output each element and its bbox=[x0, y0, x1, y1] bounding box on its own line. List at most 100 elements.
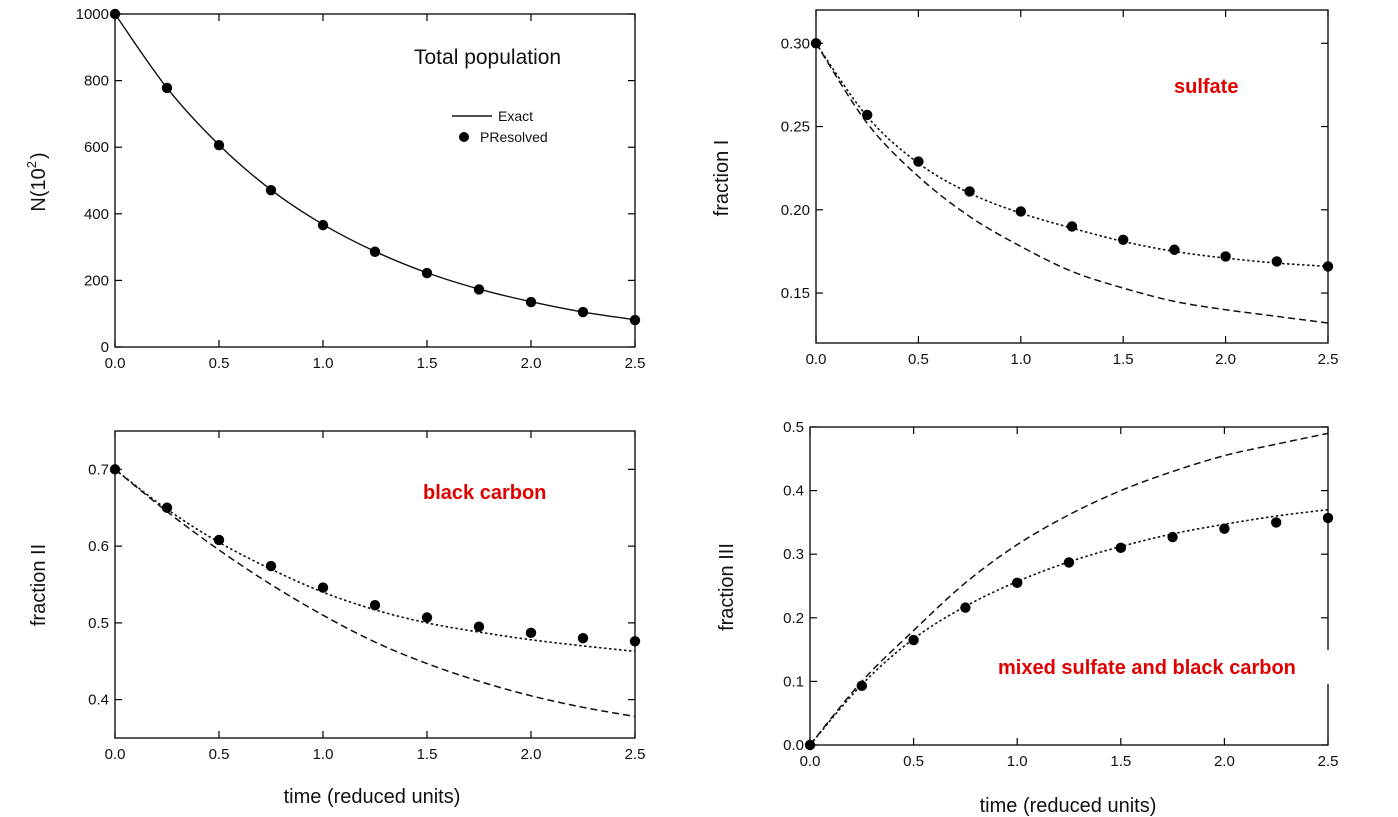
data-point-marker bbox=[1322, 512, 1334, 524]
data-point-marker bbox=[421, 612, 433, 623]
x-tick-label: 1.5 bbox=[1113, 351, 1134, 368]
x-tick-label: 0.0 bbox=[800, 753, 821, 770]
y-tick-label: 0.15 bbox=[781, 285, 810, 302]
y-tick-label: 0.2 bbox=[783, 610, 804, 627]
series-group bbox=[109, 464, 641, 718]
data-point-marker bbox=[629, 636, 641, 647]
data-point-marker bbox=[317, 582, 329, 593]
data-point-marker bbox=[629, 314, 641, 326]
y-axis-label: N(102) bbox=[24, 152, 50, 211]
x-tick-label: 2.5 bbox=[625, 746, 646, 763]
y-tick-labels: 0 200 400 600 800 1000 bbox=[76, 6, 109, 356]
legend-exact-label: Exact bbox=[498, 108, 533, 124]
series-line-dashed bbox=[114, 468, 636, 718]
data-point-marker bbox=[913, 156, 924, 167]
series-line-dotted bbox=[114, 468, 636, 653]
data-point-marker bbox=[473, 284, 485, 295]
series-group bbox=[109, 8, 641, 326]
annotation-mixed: mixed sulfate and black carbon bbox=[998, 657, 1296, 679]
x-tick-label: 1.5 bbox=[417, 355, 438, 372]
y-tick-label: 0.5 bbox=[783, 419, 804, 436]
x-tick-labels: 0.0 0.5 1.0 1.5 2.0 2.5 bbox=[806, 351, 1339, 368]
x-tick-label: 2.0 bbox=[521, 746, 542, 763]
data-point-marker bbox=[960, 602, 971, 613]
data-point-marker bbox=[369, 600, 381, 611]
x-tick-label: 0.0 bbox=[806, 351, 827, 368]
tick-marks bbox=[114, 431, 636, 738]
y-tick-label: 0.1 bbox=[783, 673, 804, 690]
data-point-marker bbox=[577, 306, 589, 318]
series-line-dotted bbox=[809, 508, 1329, 746]
legend-presolved-label: PResolved bbox=[480, 129, 548, 145]
x-tick-label: 0.0 bbox=[105, 355, 126, 372]
series-line-dotted bbox=[815, 42, 1329, 268]
x-tick-label: 2.5 bbox=[1318, 753, 1339, 770]
x-tick-label: 0.0 bbox=[105, 746, 126, 763]
y-tick-label: 0.25 bbox=[781, 119, 810, 136]
y-axis-label: fraction II bbox=[28, 544, 50, 626]
x-tick-label: 0.5 bbox=[903, 753, 924, 770]
plot-frame bbox=[815, 9, 1329, 344]
tick-marks bbox=[114, 13, 636, 348]
x-tick-labels: 0.0 0.5 1.0 1.5 2.0 2.5 bbox=[105, 746, 646, 763]
series-line-dashed bbox=[809, 432, 1329, 746]
x-tick-label: 2.0 bbox=[1215, 351, 1236, 368]
data-point-marker bbox=[421, 267, 433, 279]
x-tick-label: 0.5 bbox=[209, 746, 230, 763]
x-tick-label: 1.5 bbox=[1110, 753, 1131, 770]
data-point-marker bbox=[1066, 221, 1078, 232]
data-point-marker bbox=[1220, 251, 1231, 262]
y-tick-label: 0.20 bbox=[781, 202, 810, 219]
data-point-marker bbox=[265, 184, 277, 196]
plot-frame bbox=[114, 13, 636, 348]
data-point-marker bbox=[213, 140, 225, 151]
y-tick-labels: 0.4 0.5 0.6 0.7 bbox=[88, 461, 109, 708]
data-point-marker bbox=[473, 621, 485, 632]
data-point-marker bbox=[810, 38, 822, 49]
annotation-sulfate: sulfate bbox=[1174, 76, 1238, 98]
panel-fraction-one: 0.0 0.5 1.0 1.5 2.0 2.5 0.15 0.20 0.25 0.30 frac… bbox=[711, 9, 1339, 368]
data-point-marker bbox=[1063, 557, 1075, 568]
panel-fraction-two: 0.0 0.5 1.0 1.5 2.0 2.5 0.4 0.5 0.6 0.7 fraction… bbox=[28, 430, 646, 808]
y-axis-label: fraction I bbox=[711, 140, 733, 217]
annotation-backdrop bbox=[995, 650, 1395, 684]
data-point-marker bbox=[161, 502, 173, 513]
y-tick-label: 0.4 bbox=[88, 692, 109, 709]
plot-frame bbox=[114, 430, 636, 739]
panel-total-population: 0.0 0.5 1.0 1.5 2.0 2.5 0 200 400 600 800 1000 N(1… bbox=[24, 6, 645, 372]
data-point-marker bbox=[1322, 261, 1334, 272]
data-point-marker bbox=[525, 627, 537, 639]
data-point-marker bbox=[109, 8, 121, 20]
x-tick-label: 2.5 bbox=[1318, 351, 1339, 368]
plot-frame bbox=[809, 426, 1329, 746]
data-point-marker bbox=[1271, 517, 1282, 528]
x-tick-label: 0.5 bbox=[209, 355, 230, 372]
data-point-marker bbox=[109, 464, 121, 475]
data-point-marker bbox=[1115, 542, 1127, 554]
x-tick-label: 1.0 bbox=[1007, 753, 1028, 770]
data-point-marker bbox=[1219, 523, 1230, 534]
data-point-marker bbox=[1167, 531, 1178, 543]
y-tick-label: 0 bbox=[101, 339, 109, 356]
y-tick-label: 0.7 bbox=[88, 461, 109, 478]
data-point-marker bbox=[525, 296, 537, 308]
y-axis-label: fraction III bbox=[716, 543, 738, 631]
x-tick-label: 1.0 bbox=[313, 746, 334, 763]
x-axis-label: time (reduced units) bbox=[284, 786, 461, 808]
x-tick-label: 1.5 bbox=[417, 746, 438, 763]
y-tick-label: 200 bbox=[84, 272, 109, 289]
data-point-marker bbox=[1271, 256, 1283, 267]
data-point-marker bbox=[856, 680, 867, 692]
data-point-marker bbox=[964, 186, 975, 197]
x-axis-label: time (reduced units) bbox=[980, 795, 1157, 817]
x-tick-label: 2.0 bbox=[1214, 753, 1235, 770]
x-tick-label: 1.0 bbox=[313, 355, 334, 372]
y-tick-label: 0.30 bbox=[781, 35, 810, 52]
data-point-marker bbox=[1015, 206, 1026, 217]
series-line-solid bbox=[114, 13, 636, 321]
x-tick-label: 1.0 bbox=[1010, 351, 1031, 368]
data-point-marker bbox=[804, 739, 816, 751]
x-tick-label: 0.5 bbox=[908, 351, 929, 368]
y-tick-label: 0.0 bbox=[783, 737, 804, 754]
